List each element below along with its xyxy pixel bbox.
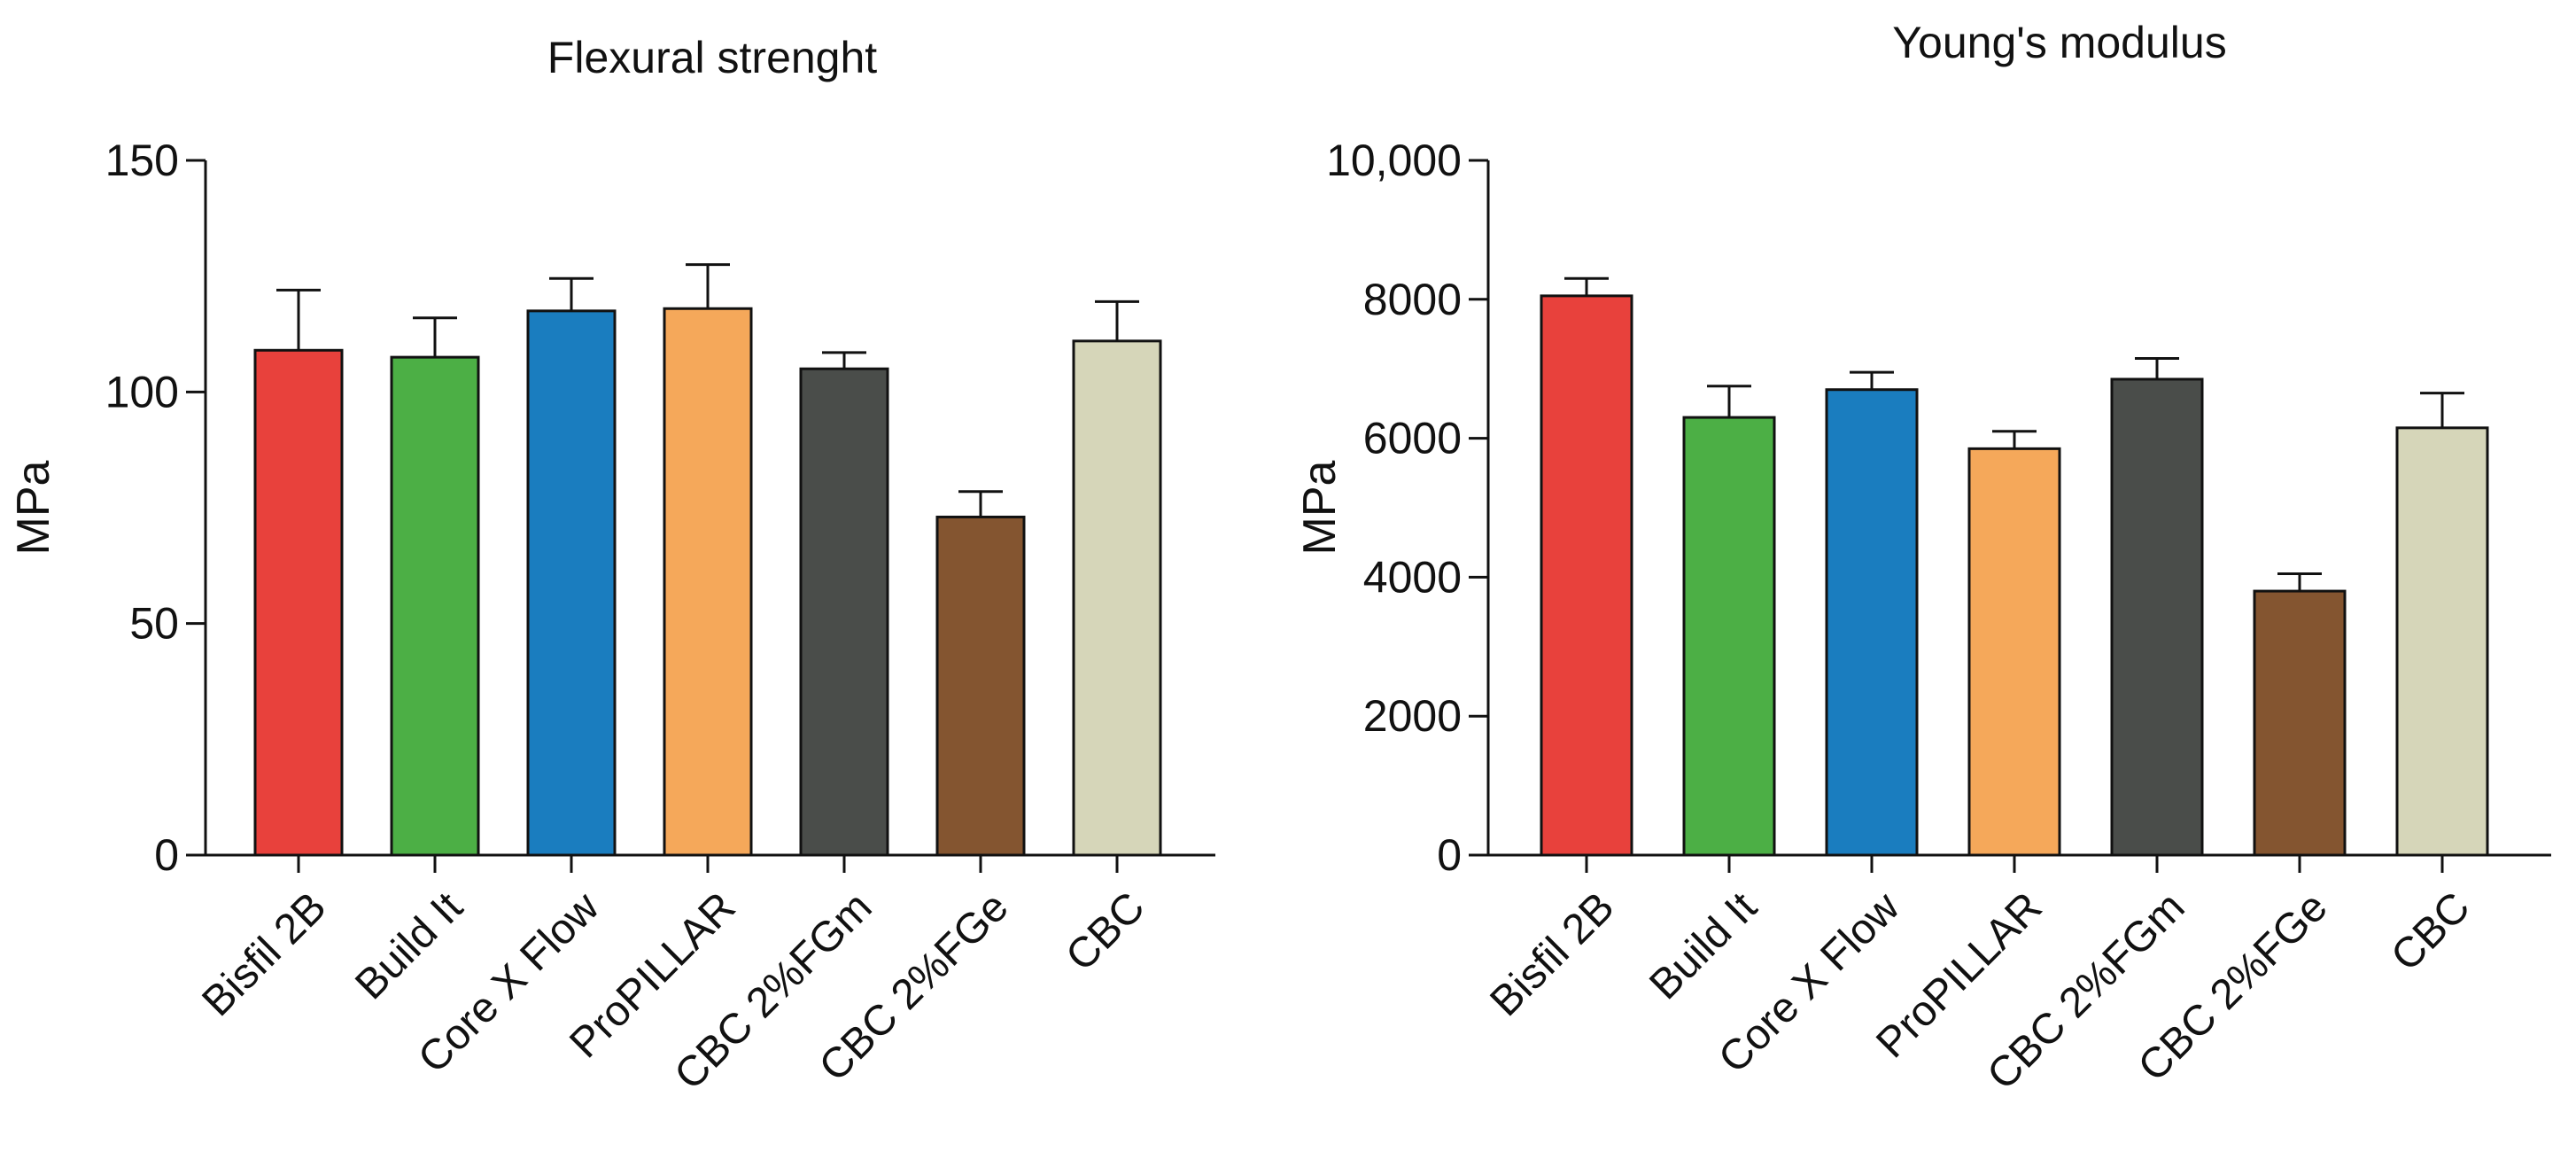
y-tick-label: 8000 (1363, 275, 1462, 324)
y-tick-label: 4000 (1363, 552, 1462, 602)
x-tick-label: Bisfil 2B (193, 883, 335, 1025)
chart-title: Flexural strenght (547, 33, 877, 82)
bar-5 (2110, 377, 2204, 857)
bar-3 (1825, 388, 1919, 857)
x-tick-label: Build It (346, 883, 471, 1008)
y-tick-label: 10,000 (1326, 136, 1462, 185)
chart-1: Flexural strenght MPa 0 50 100 150 Bisfil 2B Bu… (8, 33, 1215, 1099)
chart-2: Young's modulus MPa 0 2000 4000 6000 8000 10,00… (1294, 18, 2551, 1099)
bar-6 (2253, 589, 2347, 857)
x-tick-label: Build It (1641, 883, 1765, 1008)
y-tick-label: 0 (1437, 830, 1462, 880)
bar-4 (1967, 447, 2061, 857)
y-axis-title: MPa (8, 460, 59, 555)
x-tick-label: CBC (1057, 883, 1153, 980)
y-tick-label: 6000 (1363, 414, 1462, 463)
y-tick-label: 2000 (1363, 691, 1462, 741)
bar-6 (935, 515, 1026, 857)
bar-3 (526, 309, 617, 857)
bar-1 (1540, 294, 1633, 857)
y-tick-label: 50 (129, 599, 179, 649)
chart-title: Young's modulus (1892, 18, 2226, 67)
bar-7 (2395, 426, 2489, 857)
bar-4 (663, 307, 753, 857)
bar-5 (799, 367, 889, 857)
y-tick-label: 0 (154, 830, 179, 880)
x-tick-label: Bisfil 2B (1481, 883, 1623, 1025)
bar-7 (1072, 339, 1162, 857)
x-tick-label: CBC (2382, 883, 2479, 980)
y-tick-label: 150 (105, 136, 179, 185)
bar-1 (253, 348, 344, 857)
y-tick-label: 100 (105, 367, 179, 416)
y-axis-title: MPa (1294, 460, 1346, 555)
bar-2 (390, 355, 480, 857)
bar-2 (1682, 416, 1776, 857)
